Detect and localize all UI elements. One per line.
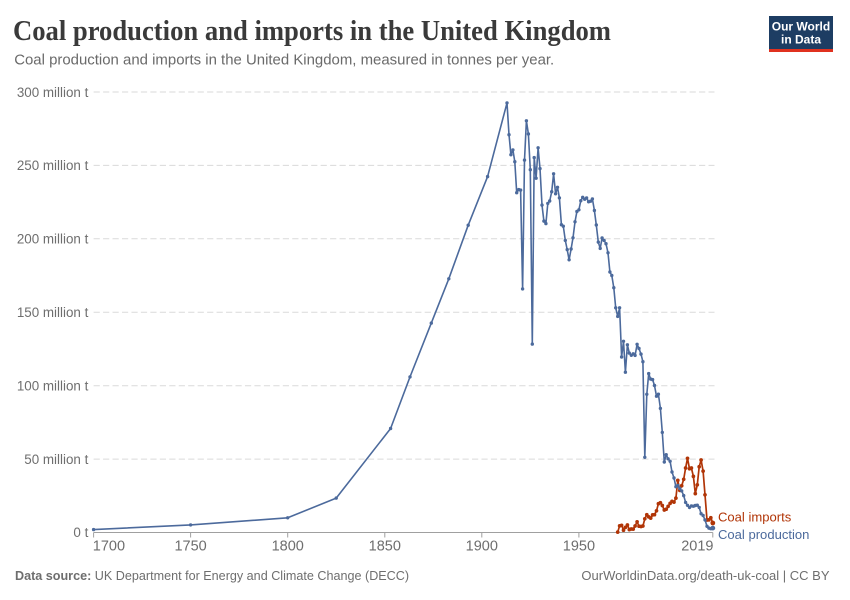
- svg-text:Coal production: Coal production: [718, 527, 809, 542]
- svg-text:Coal imports: Coal imports: [718, 510, 792, 525]
- svg-text:150 million t: 150 million t: [17, 305, 89, 320]
- svg-text:Coal production and imports in: Coal production and imports in the Unite…: [14, 52, 554, 69]
- svg-text:300 million t: 300 million t: [17, 85, 89, 100]
- svg-text:Coal production and imports in: Coal production and imports in the Unite…: [13, 16, 611, 47]
- svg-text:0 t: 0 t: [73, 525, 88, 540]
- svg-text:1950: 1950: [563, 539, 595, 555]
- svg-text:Our World: Our World: [772, 20, 830, 34]
- svg-text:100 million t: 100 million t: [17, 379, 89, 394]
- svg-text:1900: 1900: [466, 539, 498, 555]
- svg-text:1700: 1700: [93, 539, 125, 555]
- svg-text:2019: 2019: [681, 539, 713, 555]
- svg-text:Data source: UK Department for: Data source: UK Department for Energy an…: [15, 569, 409, 583]
- svg-text:1750: 1750: [174, 539, 206, 555]
- svg-text:1850: 1850: [369, 539, 401, 555]
- svg-text:1800: 1800: [272, 539, 304, 555]
- svg-text:50 million t: 50 million t: [24, 452, 88, 467]
- svg-text:OurWorldinData.org/death-uk-co: OurWorldinData.org/death-uk-coal | CC BY: [581, 568, 829, 583]
- svg-text:in Data: in Data: [781, 33, 821, 47]
- svg-text:250 million t: 250 million t: [17, 158, 89, 173]
- svg-text:200 million t: 200 million t: [17, 232, 89, 247]
